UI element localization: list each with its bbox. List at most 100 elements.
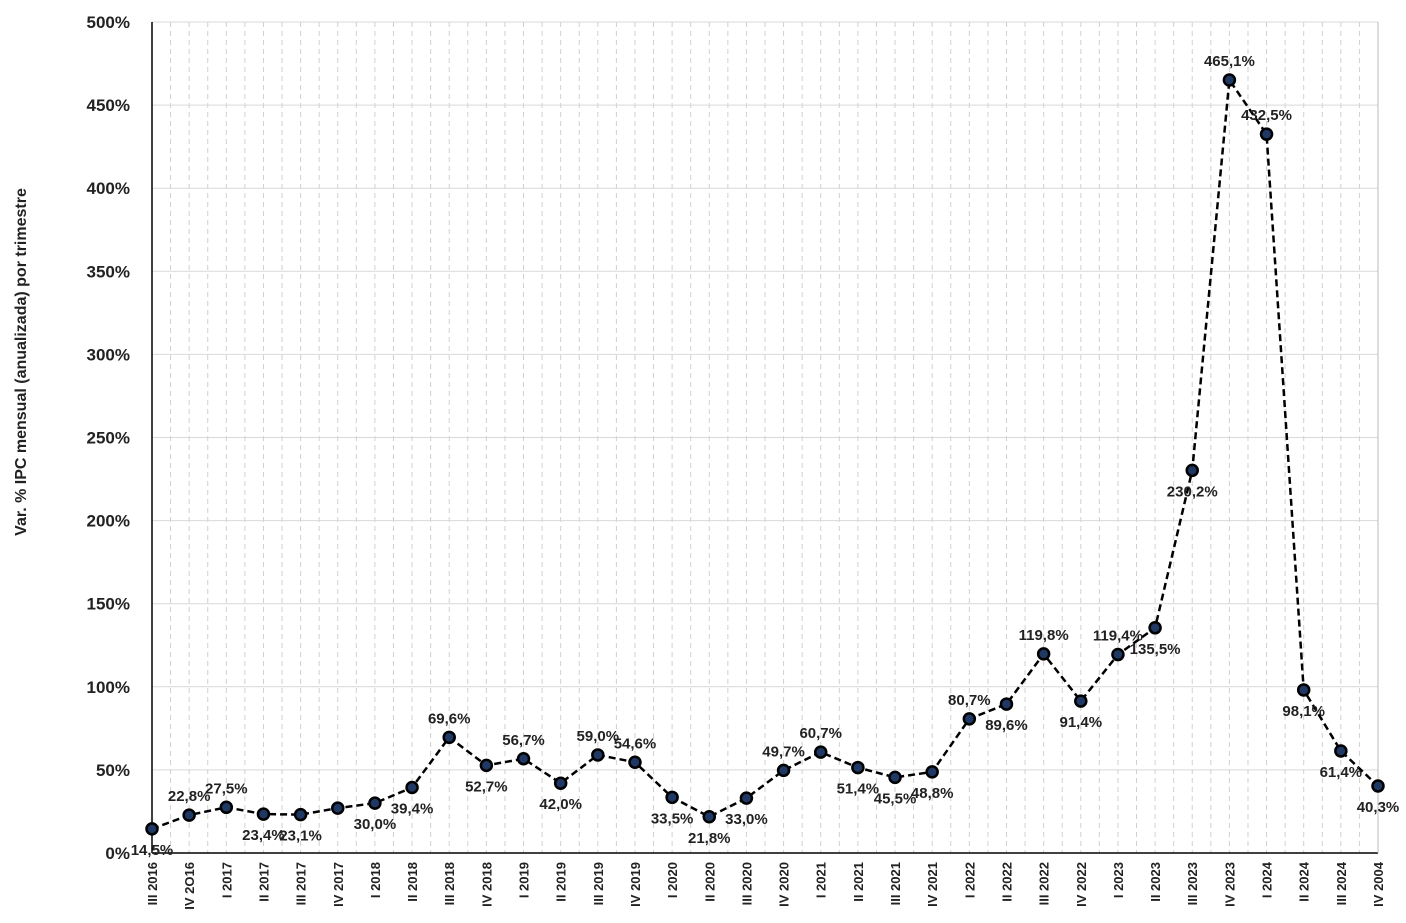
data-point bbox=[628, 755, 642, 770]
data-point bbox=[145, 822, 159, 836]
x-tick-label: III 2019 bbox=[591, 862, 606, 905]
data-point bbox=[219, 800, 234, 815]
x-tick-label: IV 2017 bbox=[331, 862, 346, 907]
data-label: 119,8% bbox=[1019, 627, 1069, 644]
x-tick-label: I 2022 bbox=[962, 862, 977, 898]
data-point bbox=[553, 776, 568, 790]
y-tick-label: 450% bbox=[87, 96, 130, 115]
data-label: 30,0% bbox=[354, 816, 397, 833]
data-point bbox=[591, 748, 605, 762]
x-tick-label: III 2016 bbox=[145, 862, 160, 905]
x-tick-label: III 2021 bbox=[888, 862, 903, 905]
x-tick-label: IV 2O16 bbox=[182, 862, 197, 910]
data-label: 39,4% bbox=[391, 801, 434, 818]
data-point bbox=[925, 765, 939, 779]
data-label: 42,0% bbox=[539, 796, 582, 813]
data-point bbox=[256, 807, 271, 821]
data-label: 48,8% bbox=[911, 785, 954, 802]
x-tick-label: I 2020 bbox=[665, 862, 680, 898]
data-label: 33,0% bbox=[725, 811, 768, 828]
x-tick-label: II 2021 bbox=[851, 862, 866, 902]
data-point bbox=[182, 808, 196, 822]
x-tick-label: III 2023 bbox=[1185, 862, 1200, 905]
data-point bbox=[739, 791, 754, 805]
data-point bbox=[999, 697, 1014, 711]
data-label: 23,4% bbox=[242, 827, 285, 844]
data-point bbox=[1334, 744, 1348, 758]
y-tick-label: 300% bbox=[87, 345, 130, 364]
data-point bbox=[1036, 647, 1051, 661]
data-point bbox=[776, 763, 791, 778]
data-label: 14,5% bbox=[131, 842, 174, 859]
data-point bbox=[962, 712, 977, 726]
x-tick-label: III 2022 bbox=[1037, 862, 1052, 905]
y-tick-label: 250% bbox=[87, 429, 130, 448]
data-point bbox=[665, 790, 679, 805]
data-point bbox=[702, 810, 717, 824]
y-tick-label: 100% bbox=[87, 678, 130, 697]
x-tick-label: I 2023 bbox=[1111, 862, 1126, 898]
data-label: 56,7% bbox=[502, 732, 545, 749]
y-tick-label: 50% bbox=[96, 761, 130, 780]
x-tick-label: IV 2022 bbox=[1074, 862, 1089, 907]
data-label: 60,7% bbox=[799, 725, 842, 742]
x-tick-label: IV 2020 bbox=[777, 862, 792, 907]
y-tick-label: 500% bbox=[87, 13, 130, 32]
data-label: 52,7% bbox=[465, 778, 508, 795]
x-tick-label: I 2018 bbox=[368, 862, 383, 898]
data-point bbox=[1222, 73, 1237, 87]
data-point bbox=[442, 730, 456, 745]
y-tick-label: 400% bbox=[87, 179, 130, 198]
y-axis-label: Var. % IPC mensual (anualizada) por trim… bbox=[13, 188, 30, 536]
x-tick-label: I 2017 bbox=[219, 862, 234, 898]
data-point bbox=[1259, 127, 1274, 141]
x-tick-label: II 2020 bbox=[702, 862, 717, 902]
data-label: 230,2% bbox=[1167, 483, 1218, 500]
data-point bbox=[1074, 694, 1088, 708]
data-label: 21,8% bbox=[688, 830, 731, 847]
data-label: 89,6% bbox=[985, 717, 1028, 734]
data-label: 49,7% bbox=[762, 743, 805, 760]
data-point bbox=[331, 801, 345, 815]
data-label: 54,6% bbox=[614, 735, 657, 752]
data-point bbox=[368, 796, 382, 810]
data-label: 45,5% bbox=[874, 790, 917, 807]
y-tick-label: 0% bbox=[105, 844, 130, 863]
x-tick-label: III 2024 bbox=[1334, 861, 1349, 905]
x-tick-label: III 2018 bbox=[442, 862, 457, 905]
data-point bbox=[1371, 779, 1385, 793]
y-tick-label: 150% bbox=[87, 595, 130, 614]
x-tick-label: II 2019 bbox=[554, 862, 569, 902]
data-point bbox=[888, 770, 902, 785]
data-label: 22,8% bbox=[168, 788, 211, 805]
data-point bbox=[1111, 647, 1125, 662]
x-tick-label: I 2019 bbox=[517, 862, 532, 898]
x-tick-label: I 2021 bbox=[814, 862, 829, 898]
x-tick-label: III 2020 bbox=[739, 862, 754, 905]
x-tick-label: III 2017 bbox=[294, 862, 309, 905]
data-label: 91,4% bbox=[1060, 714, 1103, 731]
x-tick-label: II 2018 bbox=[405, 862, 420, 902]
data-label: 465,1% bbox=[1204, 53, 1255, 70]
data-label: 98,1% bbox=[1282, 703, 1325, 720]
data-point bbox=[1185, 463, 1199, 478]
x-tick-label: IV 2019 bbox=[628, 862, 643, 907]
data-label: 23,1% bbox=[279, 828, 322, 845]
data-label: 119,4% bbox=[1093, 628, 1143, 645]
y-tick-label: 350% bbox=[87, 262, 130, 281]
y-tick-label: 200% bbox=[87, 512, 130, 531]
x-tick-label: I 2024 bbox=[1260, 861, 1275, 898]
data-label: 69,6% bbox=[428, 710, 471, 727]
x-tick-label: II 2024 bbox=[1297, 861, 1312, 902]
x-tick-label: II 2023 bbox=[1148, 862, 1163, 902]
data-label: 27,5% bbox=[205, 780, 248, 797]
data-point bbox=[516, 752, 531, 766]
x-tick-label: IV 2023 bbox=[1222, 862, 1237, 907]
data-point bbox=[813, 745, 828, 759]
x-tick-label: II 2022 bbox=[999, 862, 1014, 902]
data-point bbox=[1148, 621, 1162, 635]
data-point bbox=[405, 780, 419, 795]
data-label: 51,4% bbox=[837, 781, 880, 798]
